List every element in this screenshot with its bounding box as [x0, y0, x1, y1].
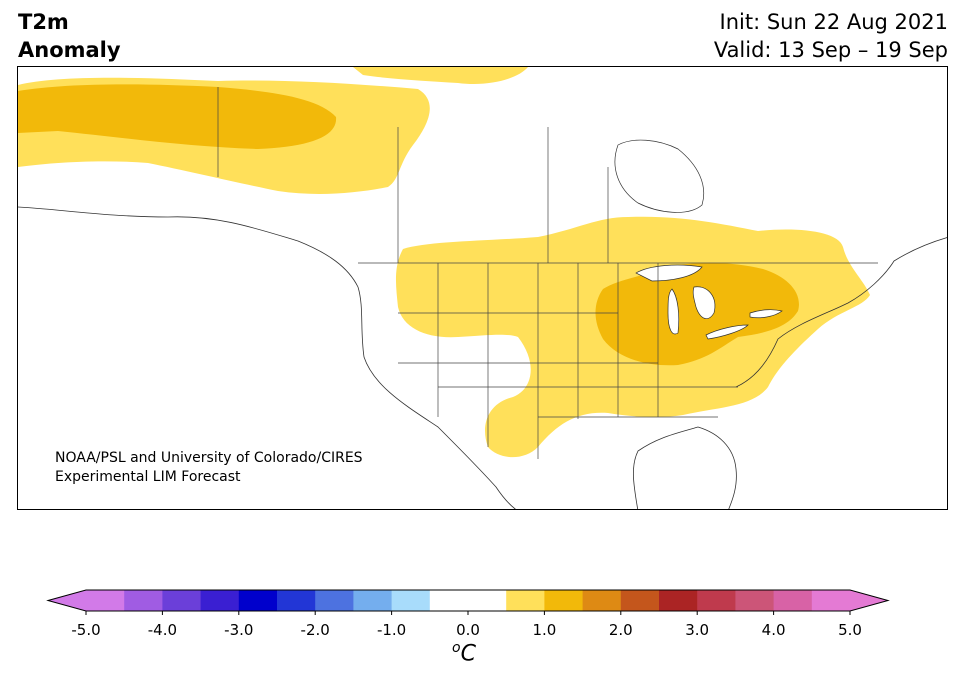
colorbar-bin — [811, 590, 851, 611]
colorbar-bin — [391, 590, 431, 611]
colorbar-over-arrow — [850, 590, 888, 611]
lake-superior — [635, 264, 703, 282]
unit-degree: o — [452, 640, 461, 656]
colorbar-bin — [124, 590, 163, 611]
political-boundaries — [217, 87, 878, 459]
colorbar-bin — [506, 590, 545, 611]
anomaly-region-arctic-top — [353, 67, 528, 85]
hudson-bay — [614, 139, 705, 213]
colorbar — [46, 589, 890, 615]
colorbar-bin — [162, 590, 202, 611]
colorbar-bin — [735, 590, 775, 611]
colorbar-tick-label: 3.0 — [685, 621, 710, 639]
credit-line1: NOAA/PSL and University of Colorado/CIRE… — [55, 450, 363, 466]
lake-ontario — [749, 309, 783, 319]
colorbar-bin — [238, 590, 278, 611]
data-credit: NOAA/PSL and University of Colorado/CIRE… — [55, 449, 363, 487]
colorbar-bin — [659, 590, 698, 611]
colorbar-bin — [582, 590, 622, 611]
lake-erie — [705, 324, 749, 340]
anomaly-region-alaska-core — [18, 84, 337, 149]
unit-celsius: C — [460, 641, 476, 667]
lake-michigan — [667, 288, 680, 335]
colorbar-tick-label: 2.0 — [608, 621, 633, 639]
lake-huron — [692, 286, 716, 320]
colorbar-bin — [544, 590, 584, 611]
colorbar-tick-label: 4.0 — [761, 621, 786, 639]
colorbar-tick-label: -4.0 — [147, 621, 178, 639]
map-svg — [18, 67, 947, 509]
colorbar-unit: oC — [452, 640, 476, 666]
colorbar-bin — [697, 590, 736, 611]
colorbar-tick-label: -5.0 — [71, 621, 101, 639]
colorbar-bin — [86, 590, 125, 611]
colorbar-tick-label: -2.0 — [300, 621, 330, 639]
colorbar-bin — [620, 590, 660, 611]
credit-line2: Experimental LIM Forecast — [55, 469, 241, 485]
colorbar-bin — [315, 590, 354, 611]
colorbar-tick-label: 0.0 — [456, 621, 480, 639]
colorbar-tick-label: 1.0 — [532, 621, 557, 639]
colorbar-bin — [277, 590, 316, 611]
map-title: T2m Anomaly — [18, 8, 121, 64]
anomaly-map — [17, 66, 948, 510]
map-title-line1: T2m — [18, 10, 69, 34]
coastline — [18, 206, 947, 509]
valid-date: Valid: 13 Sep – 19 Sep — [713, 38, 948, 62]
colorbar-bin — [773, 590, 813, 611]
colorbar-bin — [200, 590, 240, 611]
colorbar-tick-label: 5.0 — [838, 621, 862, 639]
colorbar-tick-label: -1.0 — [376, 621, 407, 639]
colorbar-bin — [429, 590, 507, 611]
colorbar-under-arrow — [48, 590, 86, 611]
forecast-dates: Init: Sun 22 Aug 2021 Valid: 13 Sep – 19… — [714, 8, 948, 64]
anomaly-region-midwest-core — [595, 262, 799, 366]
map-title-line2: Anomaly — [18, 38, 121, 62]
colorbar-bin — [353, 590, 393, 611]
colorbar-tick-label: -3.0 — [224, 621, 254, 639]
init-date: Init: Sun 22 Aug 2021 — [719, 10, 948, 34]
